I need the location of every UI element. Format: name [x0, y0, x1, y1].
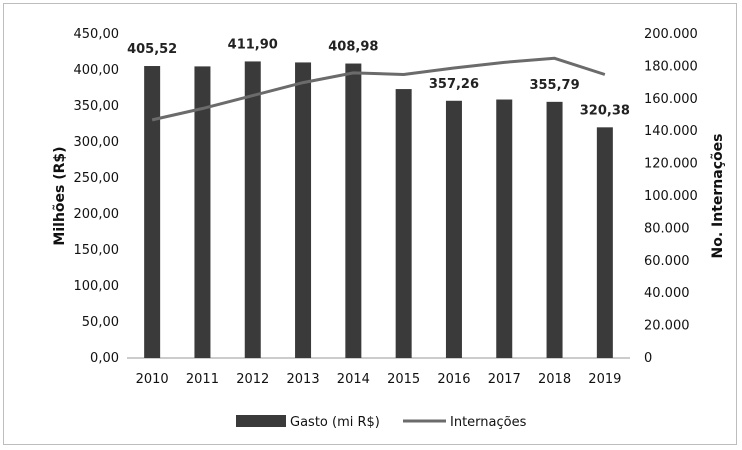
y-left-tick-label: 200,00: [74, 207, 120, 222]
bar-2014: [345, 63, 362, 359]
bar-2011: [194, 66, 211, 359]
x-tick-label: 2019: [588, 372, 621, 387]
legend-swatch-bar: [236, 415, 286, 427]
bar-2017: [496, 99, 513, 359]
x-tick-label: 2017: [488, 372, 521, 387]
y-right-tick-label: 200.000: [644, 27, 698, 42]
x-tick-label: 2016: [437, 372, 470, 387]
y-right-tick-label: 180.000: [644, 59, 698, 74]
x-tick-label: 2014: [337, 372, 370, 387]
x-tick-label: 2010: [136, 372, 169, 387]
y-left-tick-label: 100,00: [74, 279, 120, 294]
y-right-tick-label: 60.000: [644, 254, 690, 269]
y-left-tick-label: 450,00: [74, 27, 120, 42]
x-tick-label: 2012: [236, 372, 269, 387]
y-right-tick-label: 40.000: [644, 286, 690, 301]
data-label-2012: 411,90: [228, 37, 278, 52]
y-right-tick-label: 140.000: [644, 124, 698, 139]
y-right-tick-label: 80.000: [644, 221, 690, 236]
y-left-tick-label: 400,00: [74, 63, 120, 78]
y-left-tick-label: 250,00: [74, 171, 120, 186]
chart-frame: [3, 3, 737, 445]
data-label-2018: 355,79: [529, 78, 579, 93]
bar-2013: [295, 62, 312, 358]
y-axis-left-title: Milhões (R$): [52, 146, 68, 245]
y-right-tick-label: 20.000: [644, 319, 690, 334]
y-right-tick-label: 120.000: [644, 157, 698, 172]
y-left-tick-label: 350,00: [74, 99, 120, 114]
legend: Gasto (mi R$) Internações: [236, 415, 527, 430]
line-series: [151, 56, 606, 122]
y-axis-right-title: No. Internações: [710, 134, 726, 259]
y-right-tick-label: 0: [644, 351, 652, 366]
axes: 0,00 50,00 100,00 150,00 200,00 250,00 300,00 3…: [74, 27, 698, 387]
legend-label-bar: Gasto (mi R$): [290, 415, 380, 430]
data-label-2014: 408,98: [328, 40, 378, 55]
bar-2016: [445, 100, 462, 358]
line-internacoes: [151, 56, 606, 122]
bar-2018: [546, 101, 563, 358]
bar-2012: [244, 61, 261, 358]
y-left-tick-label: 300,00: [74, 135, 120, 150]
x-tick-label: 2015: [387, 372, 420, 387]
bars: [144, 61, 613, 359]
data-label-2016: 357,26: [429, 77, 479, 92]
data-label-2010: 405,52: [127, 42, 177, 57]
data-label-2019: 320,38: [580, 103, 630, 118]
y-right-tick-label: 160.000: [644, 92, 698, 107]
y-left-tick-label: 150,00: [74, 243, 120, 258]
legend-label-line: Internações: [450, 415, 527, 430]
y-left-tick-label: 50,00: [82, 315, 119, 330]
bar-2015: [395, 89, 412, 358]
y-right-tick-label: 100.000: [644, 189, 698, 204]
bar-2019: [596, 127, 613, 358]
x-tick-label: 2011: [186, 372, 219, 387]
bar-2010: [144, 66, 161, 358]
x-tick-label: 2018: [538, 372, 571, 387]
x-tick-label: 2013: [287, 372, 320, 387]
y-left-tick-label: 0,00: [90, 351, 119, 366]
